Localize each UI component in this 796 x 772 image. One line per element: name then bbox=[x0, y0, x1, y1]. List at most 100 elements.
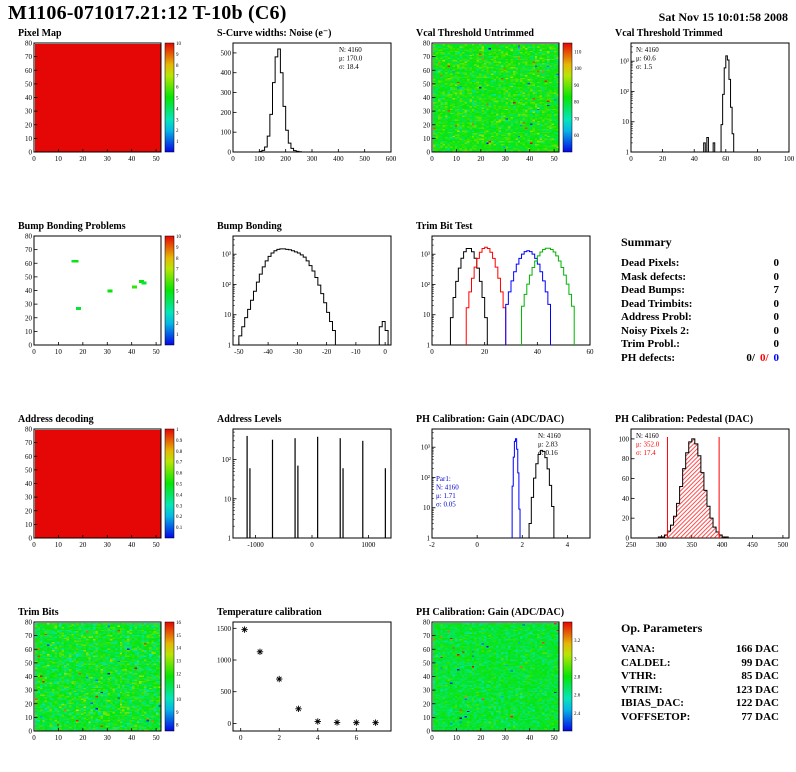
svg-text:40: 40 bbox=[128, 348, 136, 356]
svg-text:10: 10 bbox=[55, 734, 63, 742]
svg-text:400: 400 bbox=[717, 541, 728, 549]
svg-text:12: 12 bbox=[176, 672, 182, 677]
svg-text:70: 70 bbox=[423, 632, 431, 640]
heatmap-canvas bbox=[34, 429, 161, 538]
summary-value: 0 bbox=[773, 297, 780, 310]
trim-bits-heatmap: 8 9 10 11 12 13 14 15 16 0 10 20 30 40 50 0 10 20 30 40 50 60… bbox=[12, 619, 197, 745]
svg-text:50: 50 bbox=[551, 155, 559, 163]
chart-svg: 250 300 350 400 450 500 0 20 40 60 80 100 N: 4160μ: … bbox=[619, 428, 790, 549]
svg-text:60: 60 bbox=[25, 453, 33, 461]
svg-text:60: 60 bbox=[25, 260, 33, 268]
vcal-untrimmed-heatmap: 60 70 80 90 100 110 0 10 20 30 40 50 0 10 20 30 40 50 60 70… bbox=[410, 40, 595, 166]
svg-text:0: 0 bbox=[231, 155, 235, 163]
svg-text:6: 6 bbox=[176, 86, 179, 91]
svg-text:40: 40 bbox=[534, 348, 542, 356]
svg-text:70: 70 bbox=[25, 632, 33, 640]
svg-text:0: 0 bbox=[228, 720, 232, 728]
op-parameters-title: Op. Parameters bbox=[621, 621, 703, 635]
heatmap-canvas bbox=[432, 43, 559, 152]
svg-text:3.2: 3.2 bbox=[574, 639, 581, 644]
scurve-noise-histogram: 0 100 200 300 400 500 600 0 100 200 300 400 500 N: 41… bbox=[211, 40, 396, 166]
svg-text:10³: 10³ bbox=[222, 251, 231, 259]
chart-title: Trim Bits bbox=[18, 607, 59, 618]
summary-value: 0 bbox=[773, 311, 780, 323]
svg-text:1: 1 bbox=[427, 342, 431, 350]
ph-defects-black: 0/ bbox=[746, 351, 755, 364]
svg-text:30: 30 bbox=[104, 734, 112, 742]
svg-text:13: 13 bbox=[176, 659, 182, 664]
svg-text:0: 0 bbox=[29, 728, 33, 736]
svg-text:40: 40 bbox=[25, 673, 33, 681]
svg-text:2.8: 2.8 bbox=[574, 676, 581, 681]
svg-text:8: 8 bbox=[176, 257, 179, 262]
op-parameters-panel: Op. Parameters VANA: 166 DAC CALDEL: 99 DA… bbox=[609, 607, 789, 747]
svg-text:70: 70 bbox=[25, 246, 33, 254]
svg-text:10: 10 bbox=[25, 521, 33, 529]
svg-text:3: 3 bbox=[176, 311, 179, 316]
svg-text:0.3: 0.3 bbox=[176, 504, 183, 509]
svg-text:N: 4160: N: 4160 bbox=[538, 432, 561, 440]
svg-text:450: 450 bbox=[747, 541, 758, 549]
svg-text:50: 50 bbox=[423, 659, 431, 667]
summary-label: Address Probl: bbox=[621, 311, 692, 323]
svg-text:0.5: 0.5 bbox=[176, 483, 183, 488]
svg-text:10: 10 bbox=[25, 135, 33, 143]
summary-value: 0 bbox=[773, 270, 780, 283]
ph-pedestal-histogram: 250 300 350 400 450 500 0 20 40 60 80 100 N: 4160 μ: … bbox=[609, 426, 794, 552]
address-levels-histogram: -1000 0 1000 1 10 10² bbox=[211, 426, 396, 552]
svg-text:50: 50 bbox=[551, 734, 559, 742]
svg-text:0.9: 0.9 bbox=[176, 439, 183, 444]
svg-text:80: 80 bbox=[423, 40, 431, 48]
svg-text:30: 30 bbox=[25, 301, 33, 309]
heatmap-canvas bbox=[432, 622, 559, 731]
chart-title: Bump Bonding Problems bbox=[18, 221, 126, 232]
chart-svg: 0 100 200 300 400 500 600 0 100 200 300 400 500 N: 41… bbox=[221, 42, 396, 163]
address-decoding-heatmap: 0.1 0.2 0.3 0.4 0.5 0.6 0.7 0.8 0.9 1 0 10 20 30 40 50 0… bbox=[12, 426, 197, 552]
chart-title: PH Calibration: Gain (ADC/DAC) bbox=[416, 414, 565, 425]
svg-text:10: 10 bbox=[176, 42, 182, 47]
svg-text:0: 0 bbox=[427, 149, 431, 157]
svg-text:7: 7 bbox=[176, 268, 179, 273]
svg-text:400: 400 bbox=[333, 155, 344, 163]
svg-text:50: 50 bbox=[25, 466, 33, 474]
svg-text:16: 16 bbox=[176, 621, 182, 626]
summary-row-ph-defects: PH defects: 0/0/0 bbox=[621, 352, 779, 366]
svg-text:1500: 1500 bbox=[217, 625, 232, 633]
svg-text:70: 70 bbox=[574, 117, 580, 122]
svg-text:40: 40 bbox=[25, 94, 33, 102]
svg-text:20: 20 bbox=[79, 734, 87, 742]
svg-text:20: 20 bbox=[25, 121, 33, 129]
heatmap-canvas bbox=[34, 236, 161, 345]
svg-text:50: 50 bbox=[25, 80, 33, 88]
svg-text:0: 0 bbox=[626, 535, 630, 543]
svg-text:20: 20 bbox=[25, 700, 33, 708]
chart-svg: 2.4 2.6 2.8 3 3.2 0 10 20 30 40 50 0 10 20 30 40 50 60 70 8… bbox=[423, 619, 581, 742]
chart-svg: 0.10.20.30.40.50.60.70.80.910 10 20 30 40 500… bbox=[25, 426, 183, 549]
svg-text:0: 0 bbox=[310, 541, 314, 549]
summary-value: 0 bbox=[773, 338, 780, 350]
op-value: 122 DAC bbox=[735, 697, 779, 709]
panel-vcal-trimmed: Vcal Threshold Trimmed 0 20 40 60 80 100 1 10 10… bbox=[609, 28, 794, 168]
svg-text:10: 10 bbox=[55, 541, 63, 549]
chart-svg: -50 -40 -30 -20 -10 0 1 10 10² 10³ bbox=[222, 235, 392, 356]
svg-text:10³: 10³ bbox=[421, 444, 430, 452]
svg-text:10³: 10³ bbox=[421, 251, 430, 259]
op-value: 99 DAC bbox=[741, 656, 779, 669]
svg-text:9: 9 bbox=[176, 246, 179, 251]
svg-text:40: 40 bbox=[128, 541, 136, 549]
chart-title: PH Calibration: Pedestal (DAC) bbox=[615, 414, 754, 425]
svg-text:0: 0 bbox=[383, 348, 387, 356]
svg-text:20: 20 bbox=[477, 155, 485, 163]
svg-text:60: 60 bbox=[25, 67, 33, 75]
summary-row: Address Probl: 0 bbox=[621, 311, 779, 325]
svg-text:80: 80 bbox=[423, 619, 431, 627]
svg-text:50: 50 bbox=[153, 734, 161, 742]
svg-text:100: 100 bbox=[784, 155, 794, 163]
svg-text:300: 300 bbox=[221, 89, 232, 97]
svg-text:-2: -2 bbox=[429, 541, 435, 549]
svg-text:0: 0 bbox=[239, 734, 243, 742]
chart-title: Vcal Threshold Untrimmed bbox=[416, 28, 534, 39]
summary-panel: Summary Dead Pixels: 0 Mask defects: 0 Dea… bbox=[609, 221, 789, 364]
svg-text:10²: 10² bbox=[421, 474, 430, 482]
svg-text:200: 200 bbox=[221, 109, 232, 117]
